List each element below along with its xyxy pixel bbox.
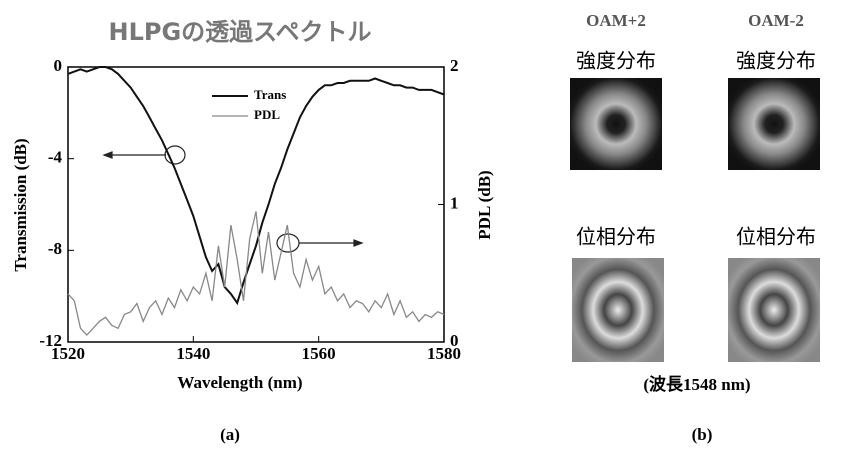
legend-label: Trans	[254, 87, 286, 102]
series-line	[68, 211, 444, 335]
y-axis-label: Transmission (dB)	[11, 138, 30, 271]
caption: (波長1548 nm)	[643, 374, 750, 394]
y-tick-label: 0	[54, 56, 63, 75]
y-tick-label: -4	[48, 148, 63, 167]
row-label: 強度分布	[576, 49, 656, 73]
panel-label: (b)	[692, 425, 713, 444]
y-tick-label: -12	[39, 331, 62, 350]
column-label: OAM-2	[748, 11, 804, 30]
x-axis-label: Wavelength (nm)	[177, 373, 302, 392]
column-label: OAM+2	[586, 11, 646, 30]
chart-title: HLPGの透過スペクトル	[109, 18, 372, 46]
series-line	[68, 67, 444, 303]
panel-label: (a)	[220, 425, 240, 444]
x-tick-label: 1540	[176, 344, 210, 363]
row-label: 位相分布	[736, 225, 816, 249]
row-label: 位相分布	[576, 225, 656, 249]
figure: HLPGの透過スペクトル OAM+2 OAM-2 強度分布 強度分布 位相分布 …	[0, 0, 846, 450]
x-tick-label: 1560	[302, 344, 336, 363]
page: HLPGの透過スペクトル OAM+2 OAM-2 強度分布 強度分布 位相分布 …	[0, 0, 846, 450]
y2-tick-label: 0	[450, 331, 459, 350]
y2-tick-label: 2	[450, 56, 459, 75]
y2-axis-label: PDL (dB)	[475, 170, 494, 239]
legend-label: PDL	[254, 107, 280, 122]
y-tick-label: -8	[48, 239, 62, 258]
row-label: 強度分布	[736, 49, 816, 73]
photos	[570, 78, 820, 362]
y2-tick-label: 1	[450, 193, 459, 212]
